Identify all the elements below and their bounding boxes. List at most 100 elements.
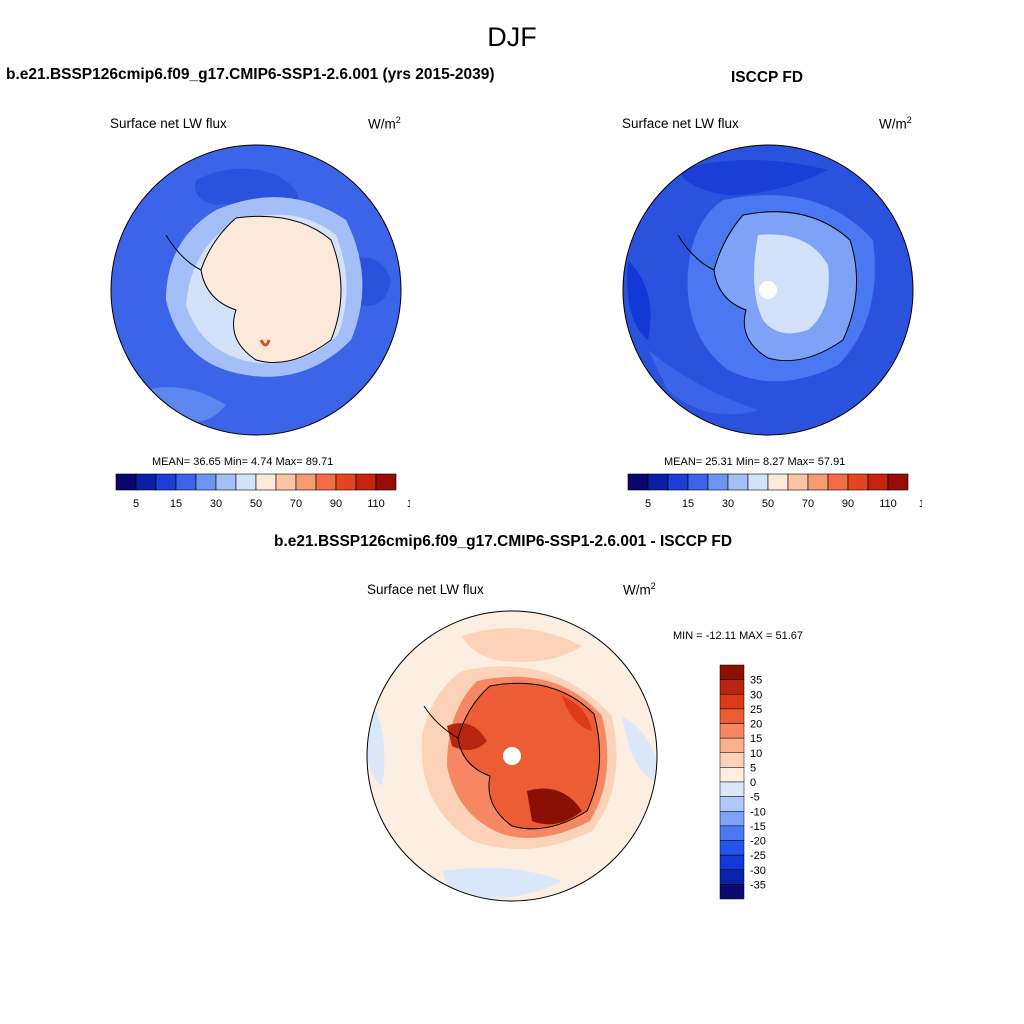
figure-title: DJF [487, 22, 537, 52]
panel2-colorbar-tick-label: 70 [802, 498, 814, 510]
panel1-colorbar-cell [295, 473, 317, 491]
panel2-colorbar-cell [847, 473, 869, 491]
panel1-stats: MEAN= 36.65 Min= 4.74 Max= 89.71 [152, 456, 334, 468]
panel2-colorbar-cell [767, 473, 789, 491]
panel3-pole-hole [503, 747, 521, 765]
panel1-colorbar-cell [355, 473, 377, 491]
panel1-colorbar-cell [195, 473, 217, 491]
panel3-colorbar-tick-label: -35 [750, 879, 766, 891]
panel3-colorbar-cell [719, 752, 745, 768]
panel2-colorbar-cell [727, 473, 749, 491]
panel1-colorbar-tick-label: 70 [290, 498, 302, 510]
panel3-colorbar: 35 30 25 20 15 10 5 0 -5 -10 -15 -20 -25 -30 -35 [719, 664, 766, 900]
panel2-colorbar-tick-label: 5 [645, 498, 651, 510]
panel1-colorbar-tick-label: 50 [250, 498, 262, 510]
panel2-colorbar-tick-label: 110 [879, 498, 897, 510]
panel3-colorbar-tick-label: -5 [750, 792, 760, 804]
panel3-colorbar-tick-label: 10 [750, 748, 762, 760]
panel3-field-region [442, 867, 562, 899]
panel1-colorbar-tick-label: 110 [367, 498, 385, 510]
panel3-colorbar-cell [719, 796, 745, 812]
panel1-hotspot [259, 339, 271, 347]
panel3-colorbar-cell [719, 825, 745, 841]
panel3-field-region [562, 696, 592, 731]
panel3-colorbar-tick-label: 0 [750, 777, 756, 789]
panel2-colorbar-cell [687, 473, 709, 491]
panel2-colorbar-cell [747, 473, 769, 491]
panel2-stats: MEAN= 25.31 Min= 8.27 Max= 57.91 [664, 456, 846, 468]
panel2-colorbar-cell [647, 473, 669, 491]
panel1-colorbar-cell [215, 473, 237, 491]
panel3-colorbar-tick-label: -10 [750, 806, 766, 818]
panel2-colorbar-tick-label: 30 [722, 498, 734, 510]
panel3-continent-field [458, 683, 600, 829]
panel2-colorbar-tick-label: 130 [919, 498, 922, 510]
panel2-colorbar-tick-label: 90 [842, 498, 854, 510]
panel2-colorbar-cell [807, 473, 829, 491]
panel1-units: W/m2 [368, 115, 401, 132]
panel1-colorbar-cell [155, 473, 177, 491]
panel2-variable-label: Surface net LW flux [622, 116, 739, 131]
panel3-colorbar-cell [719, 869, 745, 885]
panel2-field-region [678, 160, 828, 195]
panel2-pole-hole [759, 281, 777, 299]
panel1-colorbar-cell [135, 473, 157, 491]
panel1-colorbar-tick-label: 90 [330, 498, 342, 510]
panel2-colorbar-tick-label: 15 [682, 498, 694, 510]
panel3-colorbar-cell [719, 854, 745, 870]
panel2-colorbar: 5 15 30 50 70 90 110 130 [627, 473, 922, 510]
panel1-colorbar-tick-label: 130 [407, 498, 410, 510]
panel3-colorbar-cell [719, 708, 745, 724]
panel1-colorbar: 5 15 30 50 70 90 110 130 [115, 473, 410, 510]
panel3-colorbar-tick-label: -30 [750, 865, 766, 877]
panel3-colorbar-tick-label: 20 [750, 719, 762, 731]
panel2-field-region [648, 350, 758, 415]
panel3-colorbar-tick-label: 5 [750, 762, 756, 774]
panel3-map-border [366, 610, 658, 902]
panel3-peninsula-line [423, 705, 459, 739]
panel3-colorbar-tick-label: -20 [750, 836, 766, 848]
panel1-coastline [200, 215, 342, 363]
panel1-peninsula-line [165, 234, 202, 271]
panel3-title: b.e21.BSSP126cmip6.f09_g17.CMIP6-SSP1-2.… [274, 533, 733, 550]
panel1-polar-map [110, 144, 402, 436]
panel3-colorbar-cell [719, 694, 745, 710]
panel3-colorbar-tick-label: 30 [750, 689, 762, 701]
panel3-colorbar-tick-label: 35 [750, 675, 762, 687]
panel1-title: b.e21.BSSP126cmip6.f09_g17.CMIP6-SSP1-2.… [6, 66, 495, 83]
panel2-units: W/m2 [879, 115, 912, 132]
panel1-colorbar-cell [175, 473, 197, 491]
panel3-colorbar-cell [719, 811, 745, 827]
panel2-polar-map [622, 144, 914, 436]
panel3-units: W/m2 [623, 581, 656, 598]
panel3-colorbar-cell [719, 840, 745, 856]
panel2-colorbar-cell [827, 473, 849, 491]
panel2-colorbar-cell [627, 473, 649, 491]
panel1-colorbar-tick-label: 30 [210, 498, 222, 510]
panel2-colorbar-cell [867, 473, 889, 491]
panel3-stats: MIN = -12.11 MAX = 51.67 [673, 630, 804, 642]
panel2-peninsula-line [677, 234, 715, 271]
panel3-field-region [462, 628, 582, 662]
panel1-colorbar-cell [235, 473, 257, 491]
panel1-map-border [110, 144, 402, 436]
panel3-colorbar-cell [719, 884, 745, 900]
panel3-colorbar-tick-label: -15 [750, 821, 766, 833]
panel1-colorbar-cell [115, 473, 137, 491]
panel2-colorbar-cell [787, 473, 809, 491]
panel1-variable-label: Surface net LW flux [110, 116, 227, 131]
panel2-coastline [713, 211, 857, 362]
panel3-colorbar-cell [719, 781, 745, 797]
panel2-colorbar-cell [707, 473, 729, 491]
panel3-colorbar-tick-label: 25 [750, 704, 762, 716]
panel1-colorbar-cell [375, 473, 397, 491]
panel2-title: ISCCP FD [731, 69, 804, 86]
panel3-coastline [457, 682, 601, 830]
panel2-map-border [622, 144, 914, 436]
panel3-colorbar-tick-label: 15 [750, 733, 762, 745]
panel1-colorbar-cell [335, 473, 357, 491]
panel3-field-region [447, 723, 487, 750]
panel1-colorbar-cell [255, 473, 277, 491]
panel3-colorbar-cell [719, 767, 745, 783]
panel3-variable-label: Surface net LW flux [367, 582, 484, 597]
